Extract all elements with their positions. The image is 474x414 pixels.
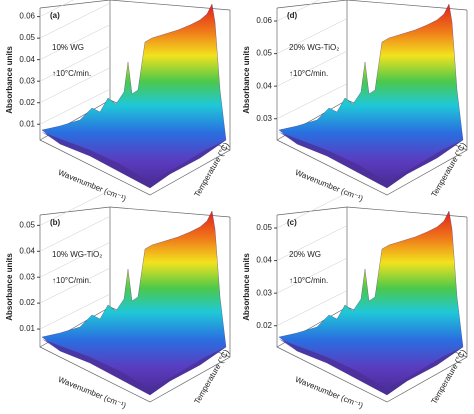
panel: 0.01 0.02 0.03 0.04 0.05 0.06 (a) 10% WG ↑10°C/m… xyxy=(5,0,231,203)
grid-line xyxy=(39,45,111,82)
z-tick-label: 0.05 xyxy=(19,220,35,229)
annotation: 10% WG-TiO₂ xyxy=(52,250,102,259)
z-tick-label: 0.02 xyxy=(19,98,35,107)
grid-line xyxy=(276,50,348,87)
surface-floor xyxy=(42,132,226,188)
rate-label: ↑10°C/min. xyxy=(52,276,91,285)
spectral-surface xyxy=(278,210,464,396)
grid-line xyxy=(39,241,111,278)
panel-label: (a) xyxy=(50,11,60,20)
z-tick-label: 0.04 xyxy=(256,81,272,90)
panel-label: (b) xyxy=(50,218,61,227)
z-tick-label: 0.04 xyxy=(19,246,35,255)
grid-line xyxy=(276,257,348,294)
x-axis-label: Wavenumber (cm⁻¹) xyxy=(294,375,365,411)
z-tick-label: 0.04 xyxy=(19,55,35,64)
z-tick-label: 0.04 xyxy=(256,256,272,265)
spectral-surface xyxy=(41,3,227,189)
panel-label: (c) xyxy=(287,218,297,227)
surface-floor xyxy=(279,339,463,395)
grid-line xyxy=(276,83,348,119)
grid-line xyxy=(276,192,348,229)
grid-line xyxy=(39,24,111,60)
grid-line xyxy=(39,89,111,125)
grid-line xyxy=(39,293,111,330)
grid-line xyxy=(39,267,111,304)
z-axis-label: Absorbance units xyxy=(5,253,14,321)
grid-line xyxy=(39,67,111,103)
grid-line xyxy=(39,216,111,252)
z-tick-label: 0.03 xyxy=(256,114,272,123)
z-tick-label: 0.01 xyxy=(19,324,35,333)
surface-floor xyxy=(42,339,226,395)
panel: 0.02 0.03 0.04 0.05 (c) 20% WG ↑10°C/min. Absor… xyxy=(242,192,468,411)
panel: 0.01 0.02 0.03 0.04 0.05 (b) 10% WG-TiO₂ ↑10°C/… xyxy=(5,190,231,410)
x-axis-label: Wavenumber (cm⁻¹) xyxy=(57,168,128,204)
z-axis-label: Absorbance units xyxy=(5,46,14,114)
annotation: 20% WG xyxy=(289,250,321,259)
surface-floor xyxy=(279,132,463,188)
z-tick-label: 0.05 xyxy=(256,49,272,58)
grid-line xyxy=(39,0,74,17)
x-axis-label: Wavenumber (cm⁻¹) xyxy=(57,375,128,411)
grid-line xyxy=(276,0,320,22)
grid-line xyxy=(276,18,348,54)
z-tick-label: 0.03 xyxy=(19,76,35,85)
panel-label: (d) xyxy=(287,11,298,20)
grid-line xyxy=(276,225,348,261)
panel: 0.03 0.04 0.05 0.06 (d) 20% WG-TiO₂ ↑10°C/min.… xyxy=(242,0,468,203)
z-tick-label: 0.03 xyxy=(256,288,272,297)
z-tick-label: 0.06 xyxy=(256,16,272,25)
grid-line xyxy=(39,2,111,39)
grid-line xyxy=(276,290,348,326)
spectral-surface xyxy=(278,3,464,189)
grid-line xyxy=(39,190,111,226)
z-tick-label: 0.05 xyxy=(19,33,35,42)
z-tick-label: 0.01 xyxy=(19,119,35,128)
spectral-surface xyxy=(41,210,227,396)
z-axis-label: Absorbance units xyxy=(242,46,251,114)
rate-label: ↑10°C/min. xyxy=(289,276,328,285)
rate-label: ↑10°C/min. xyxy=(52,69,91,78)
x-axis-label: Wavenumber (cm⁻¹) xyxy=(294,168,365,204)
rate-label: ↑10°C/min. xyxy=(289,69,328,78)
z-tick-label: 0.05 xyxy=(256,223,272,232)
annotation: 20% WG-TiO₂ xyxy=(289,43,339,52)
annotation: 10% WG xyxy=(52,43,84,52)
z-tick-label: 0.02 xyxy=(256,321,272,330)
z-tick-label: 0.03 xyxy=(19,272,35,281)
z-tick-label: 0.06 xyxy=(19,12,35,21)
z-axis-label: Absorbance units xyxy=(242,253,251,321)
z-tick-label: 0.02 xyxy=(19,298,35,307)
